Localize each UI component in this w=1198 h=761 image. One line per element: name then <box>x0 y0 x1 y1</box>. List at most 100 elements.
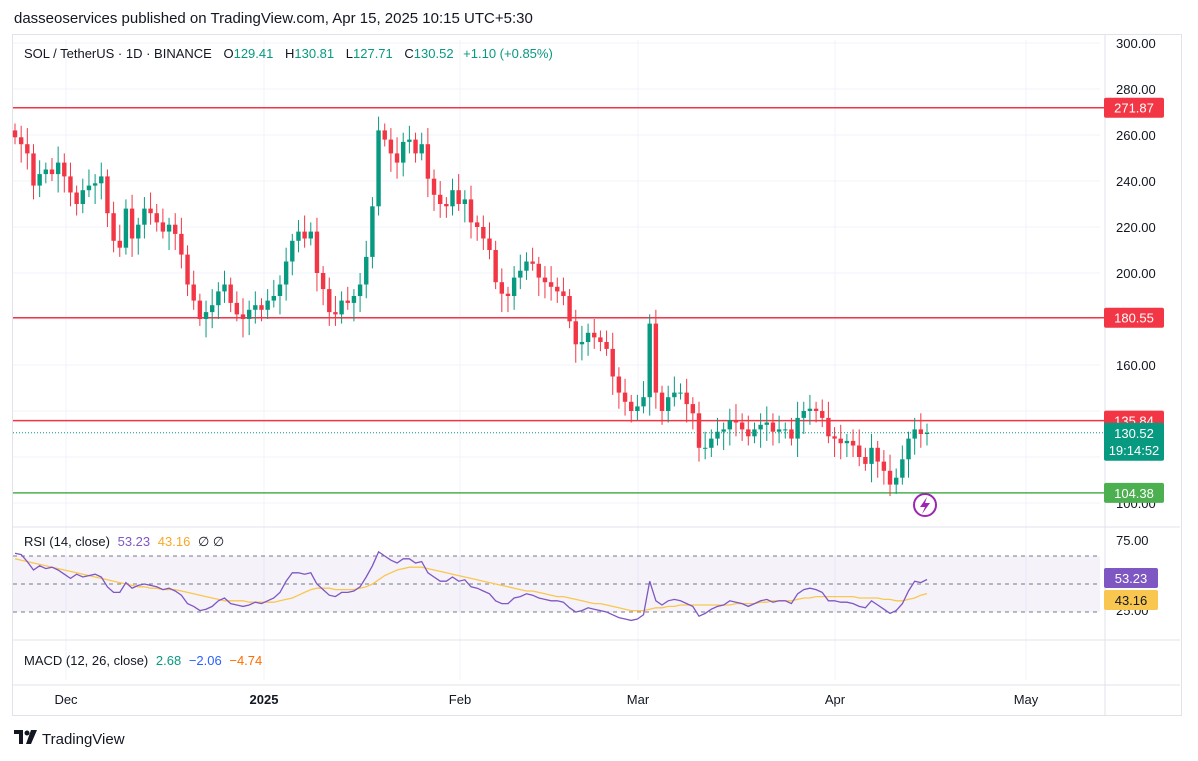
candle-body <box>875 447 880 462</box>
candle-body <box>893 477 899 485</box>
candle-body <box>450 190 455 207</box>
candle <box>826 401 831 444</box>
candle <box>370 197 375 269</box>
candle <box>271 279 277 308</box>
last-price-timer: 19:14:52 <box>1109 443 1160 458</box>
candle <box>290 233 295 276</box>
lightning-icon[interactable] <box>913 493 937 517</box>
candle-body <box>222 284 227 292</box>
candle <box>715 417 720 446</box>
brand[interactable]: TradingView <box>14 730 125 748</box>
candle-body <box>647 323 652 398</box>
candle <box>345 286 350 310</box>
candle <box>302 215 307 248</box>
price-badges: 271.87180.55135.84104.38130.5219:14:5253… <box>1104 97 1164 610</box>
candle-body <box>690 404 696 414</box>
candle-body <box>308 231 313 239</box>
candle-body <box>610 348 615 377</box>
candle-body <box>407 139 412 142</box>
candle-body <box>561 291 566 296</box>
candle <box>770 413 776 446</box>
candle <box>739 413 745 441</box>
candle <box>450 178 455 216</box>
rsi-badge <box>1104 568 1158 588</box>
candle <box>881 450 887 485</box>
candle-body <box>758 424 763 430</box>
candle <box>437 181 443 218</box>
candle <box>561 277 566 306</box>
candle-body <box>869 447 874 464</box>
candle <box>117 224 122 257</box>
candle <box>690 397 696 430</box>
candle <box>579 325 585 361</box>
candle <box>364 240 369 299</box>
candle-body <box>209 305 215 313</box>
candle-body <box>265 300 270 310</box>
candle <box>918 413 924 448</box>
candle <box>99 162 104 200</box>
macd-title[interactable]: MACD (12, 26, close) <box>24 653 149 668</box>
candle <box>924 423 930 446</box>
candle <box>314 217 320 292</box>
candle-body <box>376 130 381 207</box>
candle <box>499 268 505 313</box>
candle-body <box>290 240 295 262</box>
candle-body <box>86 185 92 191</box>
candle-body <box>912 429 917 439</box>
candle-body <box>850 440 856 446</box>
candle-body <box>253 305 258 310</box>
horizontal-levels <box>13 106 1105 494</box>
candle-body <box>567 296 572 322</box>
candle <box>746 415 751 446</box>
candle-body <box>234 302 240 315</box>
level-badge-label: 180.55 <box>1114 311 1154 326</box>
candle-body <box>616 376 622 393</box>
high-value: 130.81 <box>294 46 335 61</box>
candle <box>678 383 683 400</box>
candle-body <box>401 141 406 163</box>
price-tick-label: 300.00 <box>1116 36 1156 51</box>
candle <box>659 385 665 425</box>
candle-body <box>68 176 73 193</box>
open-label: O <box>223 46 234 61</box>
candle <box>641 381 646 414</box>
rsi-title[interactable]: RSI (14, close) <box>24 534 110 549</box>
candle-body <box>431 178 437 195</box>
candle-body <box>166 224 172 232</box>
candle <box>548 266 554 301</box>
candle <box>530 247 535 271</box>
low-label: L <box>345 46 353 61</box>
candle <box>55 146 61 193</box>
candle-body <box>598 337 603 342</box>
candle <box>136 217 141 255</box>
candle <box>684 378 689 423</box>
rsi-tick-label: 75.00 <box>1116 533 1149 548</box>
candle <box>246 300 252 336</box>
rsi-value: 53.23 <box>117 534 151 549</box>
candle-body <box>314 231 320 273</box>
candle-body <box>62 162 67 177</box>
symbol-name[interactable]: SOL / TetherUS · 1D · BINANCE <box>24 46 212 61</box>
candle-body <box>721 429 726 432</box>
candle <box>487 222 492 260</box>
candle <box>585 323 591 356</box>
candle <box>456 174 461 211</box>
price-tick-label: 160.00 <box>1116 358 1156 373</box>
candle <box>31 144 36 200</box>
candle-body <box>783 429 788 431</box>
candle <box>524 252 529 280</box>
candle-body <box>92 183 98 186</box>
candle-body <box>277 284 283 296</box>
candle <box>598 330 603 352</box>
candle-body <box>807 408 813 411</box>
candle <box>511 266 517 310</box>
candle-body <box>105 176 110 214</box>
candle <box>567 289 572 329</box>
candle <box>776 415 782 444</box>
brand-name: TradingView <box>42 730 125 748</box>
candle <box>857 429 862 467</box>
candle <box>844 434 850 457</box>
candle-body <box>481 227 486 239</box>
candle-body <box>881 461 887 471</box>
